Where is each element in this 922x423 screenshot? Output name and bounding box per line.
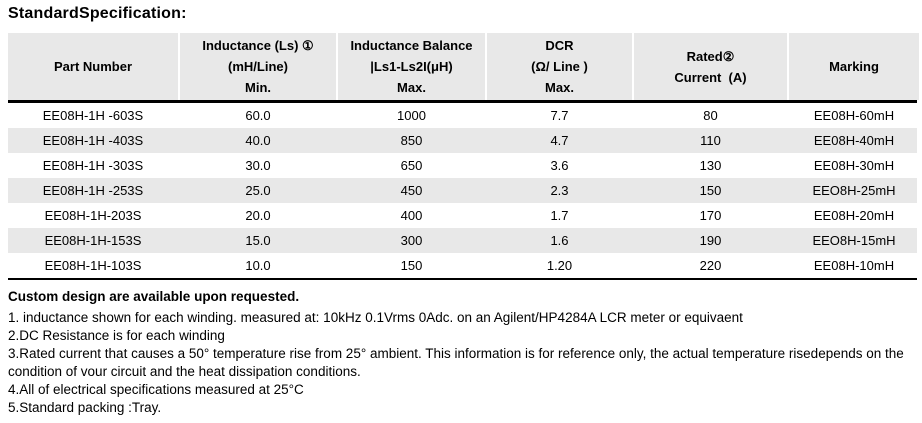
custom-design-note: Custom design are available upon request… bbox=[8, 289, 300, 304]
table-row: EE08H-1H-103S 10.0 150 1.20 220 EE08H-10… bbox=[8, 253, 917, 278]
note-5: 5.Standard packing :Tray. bbox=[8, 400, 162, 415]
cell-marking: EEO8H-25mH bbox=[812, 183, 896, 198]
cell-inductance-balance: 400 bbox=[400, 208, 423, 223]
table-header: Part Number Inductance (Ls) ① (mH/Line) … bbox=[8, 33, 919, 103]
cell-inductance: 15.0 bbox=[245, 233, 271, 248]
cell-rated-current: 220 bbox=[699, 258, 722, 273]
header-line: |Ls1-Ls2I(μH) bbox=[370, 59, 453, 74]
header-line: (mH/Line) bbox=[228, 59, 288, 74]
cell-dcr: 7.7 bbox=[550, 108, 569, 123]
table-row: EE08H-1H-153S 15.0 300 1.6 190 EEO8H-15m… bbox=[8, 228, 917, 253]
cell-dcr: 1.7 bbox=[550, 208, 569, 223]
cell-part-number: EE08H-1H -403S bbox=[42, 133, 144, 148]
header-line: Max. bbox=[397, 80, 426, 95]
table-row: EE08H-1H -603S 60.0 1000 7.7 80 EE08H-60… bbox=[8, 103, 917, 128]
header-cell-dcr: DCR (Ω/ Line ) Max. bbox=[487, 33, 632, 100]
cell-part-number: EE08H-1H -603S bbox=[42, 108, 144, 123]
footer-notes: Custom design are available upon request… bbox=[8, 288, 914, 417]
header-cell-marking: Marking bbox=[789, 33, 919, 100]
cell-rated-current: 170 bbox=[699, 208, 722, 223]
note-2: 2.DC Resistance is for each winding bbox=[8, 328, 225, 343]
table-row: EE08H-1H -253S 25.0 450 2.3 150 EEO8H-25… bbox=[8, 178, 917, 203]
header-line: Current (A) bbox=[674, 69, 747, 85]
cell-part-number: EE08H-1H -303S bbox=[42, 158, 144, 173]
cell-dcr: 1.6 bbox=[550, 233, 569, 248]
cell-part-number: EE08H-1H-153S bbox=[44, 233, 142, 248]
cell-inductance: 20.0 bbox=[245, 208, 271, 223]
cell-part-number: EE08H-1H-103S bbox=[44, 258, 142, 273]
cell-inductance-balance: 1000 bbox=[397, 108, 426, 123]
cell-marking: EEO8H-15mH bbox=[812, 233, 896, 248]
cell-inductance: 10.0 bbox=[245, 258, 271, 273]
page-title: StandardSpecification: bbox=[8, 5, 187, 22]
cell-rated-current: 130 bbox=[699, 158, 722, 173]
cell-dcr: 1.20 bbox=[546, 258, 573, 273]
note-4: 4.All of electrical specifications measu… bbox=[8, 382, 304, 397]
cell-marking: EE08H-10mH bbox=[813, 258, 895, 273]
table-row: EE08H-1H -403S 40.0 850 4.7 110 EE08H-40… bbox=[8, 128, 917, 153]
cell-inductance: 30.0 bbox=[245, 158, 271, 173]
header-line: Inductance (Ls) ① bbox=[202, 38, 314, 53]
cell-inductance: 25.0 bbox=[245, 183, 271, 198]
header-line: (Ω/ Line ) bbox=[531, 59, 588, 74]
cell-dcr: 2.3 bbox=[550, 183, 569, 198]
cell-inductance-balance: 650 bbox=[400, 158, 423, 173]
note-3: 3.Rated current that causes a 50° temper… bbox=[8, 346, 904, 379]
header-line: Marking bbox=[829, 59, 879, 74]
cell-inductance-balance: 450 bbox=[400, 183, 423, 198]
cell-marking: EE08H-30mH bbox=[813, 158, 895, 173]
cell-inductance-balance: 300 bbox=[400, 233, 423, 248]
cell-marking: EE08H-40mH bbox=[813, 133, 895, 148]
note-1: 1. inductance shown for each winding. me… bbox=[8, 310, 743, 325]
header-cell-rated-current: Rated② Current (A) bbox=[634, 33, 787, 100]
header-line: DCR bbox=[545, 38, 574, 53]
cell-inductance: 40.0 bbox=[245, 133, 271, 148]
cell-part-number: EE08H-1H -253S bbox=[42, 183, 144, 198]
cell-dcr: 3.6 bbox=[550, 158, 569, 173]
cell-rated-current: 190 bbox=[699, 233, 722, 248]
header-cell-part-number: Part Number bbox=[8, 33, 178, 100]
header-line: Min. bbox=[245, 80, 271, 95]
cell-marking: EE08H-20mH bbox=[813, 208, 895, 223]
cell-part-number: EE08H-1H-203S bbox=[44, 208, 142, 223]
cell-marking: EE08H-60mH bbox=[813, 108, 895, 123]
header-line: Inductance Balance bbox=[350, 38, 473, 53]
spec-table: Part Number Inductance (Ls) ① (mH/Line) … bbox=[8, 33, 919, 280]
header-line: Max. bbox=[545, 80, 574, 95]
header-line: Rated② bbox=[686, 48, 735, 64]
table-row: EE08H-1H -303S 30.0 650 3.6 130 EE08H-30… bbox=[8, 153, 917, 178]
header-cell-inductance-balance: Inductance Balance |Ls1-Ls2I(μH) Max. bbox=[338, 33, 485, 100]
cell-inductance-balance: 150 bbox=[400, 258, 423, 273]
table-row: EE08H-1H-203S 20.0 400 1.7 170 EE08H-20m… bbox=[8, 203, 917, 228]
cell-rated-current: 150 bbox=[699, 183, 722, 198]
header-cell-inductance: Inductance (Ls) ① (mH/Line) Min. bbox=[180, 33, 336, 100]
cell-inductance: 60.0 bbox=[245, 108, 271, 123]
header-line: Part Number bbox=[53, 59, 133, 74]
cell-rated-current: 110 bbox=[700, 133, 721, 148]
table-body: EE08H-1H -603S 60.0 1000 7.7 80 EE08H-60… bbox=[8, 103, 917, 280]
cell-inductance-balance: 850 bbox=[400, 133, 423, 148]
cell-rated-current: 80 bbox=[703, 108, 718, 123]
cell-dcr: 4.7 bbox=[550, 133, 569, 148]
